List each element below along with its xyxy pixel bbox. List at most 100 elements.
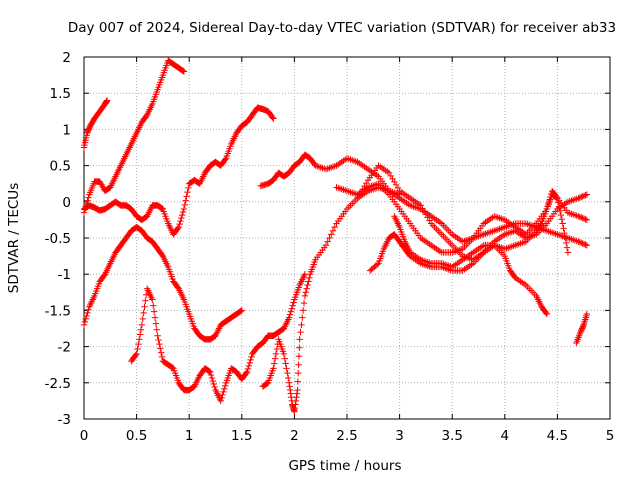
data-point	[576, 239, 584, 246]
data-point	[270, 365, 277, 372]
data-point	[217, 397, 224, 405]
data-point	[562, 234, 569, 242]
data-point	[286, 383, 293, 390]
data-point	[103, 97, 111, 104]
data-point	[179, 208, 187, 216]
data-point	[295, 353, 303, 360]
data-point	[180, 68, 188, 75]
y-tick-label: -1	[58, 267, 71, 283]
data-point	[293, 390, 301, 397]
data-point	[176, 220, 183, 228]
series-track-6	[259, 184, 403, 415]
data-point	[136, 336, 143, 343]
data-point	[285, 314, 293, 321]
series-track-12	[573, 310, 591, 347]
data-point	[85, 306, 92, 313]
data-point	[221, 385, 228, 393]
data-point	[177, 217, 184, 225]
data-point	[180, 205, 188, 213]
data-point	[285, 379, 293, 386]
data-point	[153, 326, 160, 333]
data-point	[560, 225, 567, 232]
data-point	[155, 336, 162, 344]
y-tick-label: -2	[58, 340, 71, 356]
series-track-4	[80, 223, 245, 343]
data-point	[292, 401, 299, 408]
data-point	[142, 297, 149, 304]
data-point	[84, 309, 91, 317]
data-point	[156, 340, 163, 348]
data-point	[281, 355, 288, 362]
data-point	[182, 197, 189, 204]
data-point	[210, 380, 217, 388]
data-point	[289, 302, 296, 309]
data-point	[331, 223, 338, 231]
data-point	[301, 292, 309, 300]
data-point	[578, 193, 585, 201]
data-point	[152, 320, 160, 327]
data-point	[543, 205, 551, 213]
data-point	[555, 203, 563, 210]
data-point	[134, 345, 141, 353]
y-tick-label: -1.5	[45, 303, 71, 319]
data-point	[295, 369, 302, 377]
x-tick-label: 2.5	[336, 428, 357, 444]
data-point	[220, 388, 227, 396]
data-point	[80, 321, 88, 329]
data-point	[542, 309, 550, 317]
data-point	[206, 368, 213, 375]
data-point	[141, 303, 148, 310]
series-track-9	[354, 162, 591, 263]
data-point	[221, 156, 229, 163]
data-point	[157, 349, 165, 356]
data-point	[553, 193, 560, 201]
data-point	[157, 345, 164, 352]
data-point	[575, 194, 582, 202]
data-point	[133, 350, 140, 358]
y-tick-label: 0	[62, 195, 71, 211]
data-point	[136, 331, 144, 338]
data-point	[209, 377, 217, 385]
data-point	[559, 220, 566, 227]
data-point	[184, 188, 191, 196]
series-track-10	[366, 231, 551, 318]
y-tick-label: 0.5	[50, 159, 71, 175]
data-point	[563, 244, 571, 251]
data-point	[245, 362, 253, 370]
data-point	[544, 202, 551, 210]
data-point	[292, 397, 300, 405]
data-point	[299, 314, 306, 321]
data-point	[543, 310, 551, 318]
data-point	[306, 274, 313, 282]
series-track-2	[80, 57, 188, 216]
data-point	[246, 359, 253, 367]
data-point	[137, 326, 145, 333]
data-point	[583, 310, 591, 318]
data-point	[181, 201, 189, 209]
data-point	[85, 194, 92, 201]
data-point	[207, 368, 214, 376]
chart-title: Day 007 of 2024, Sidereal Day-to-day VTE…	[68, 20, 616, 36]
data-point	[243, 368, 251, 376]
data-point	[582, 241, 589, 248]
data-point	[294, 386, 301, 394]
y-tick-label: -0.5	[45, 231, 71, 247]
data-point	[271, 360, 278, 367]
data-point	[555, 199, 562, 206]
series-track-3	[80, 104, 277, 238]
data-point	[280, 350, 288, 358]
data-point	[286, 311, 294, 318]
data-point	[558, 216, 565, 223]
data-point	[208, 374, 216, 382]
data-point	[324, 238, 331, 245]
data-point	[575, 238, 582, 245]
data-point	[81, 318, 89, 326]
data-point	[150, 302, 157, 309]
data-point	[299, 307, 307, 314]
data-point	[287, 308, 295, 315]
data-point	[373, 261, 381, 268]
data-point	[179, 67, 187, 75]
data-point	[579, 240, 586, 247]
data-point	[291, 404, 299, 412]
